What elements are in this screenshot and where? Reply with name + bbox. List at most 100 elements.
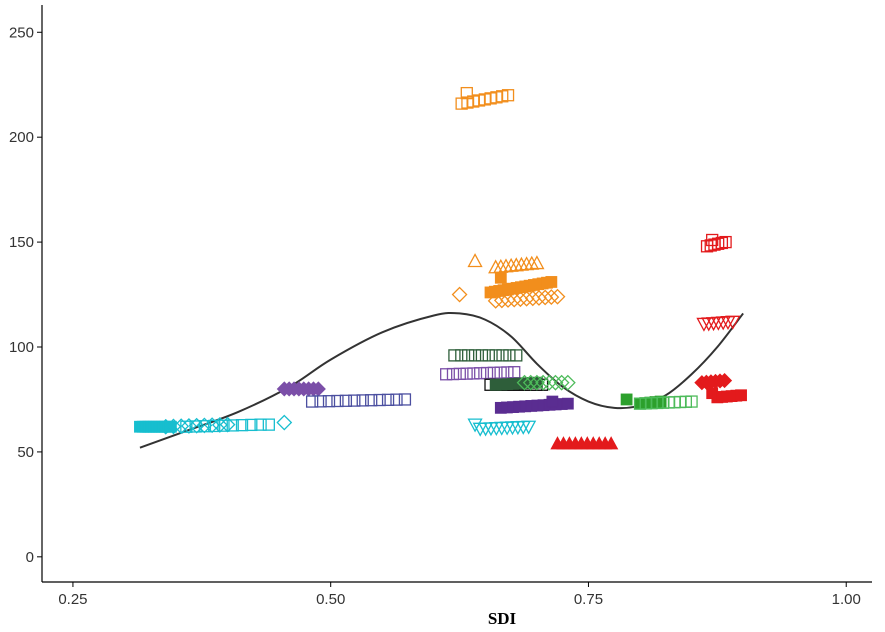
data-point — [226, 419, 239, 432]
data-point — [494, 366, 507, 379]
data-point — [528, 374, 545, 391]
data-point — [501, 366, 514, 379]
axes — [41, 5, 872, 583]
data-point — [462, 349, 475, 362]
data-point — [254, 418, 267, 431]
data-point — [715, 236, 729, 250]
data-point — [493, 292, 510, 309]
x-ticks: 0.25 0.50 0.75 1.00 — [58, 582, 861, 608]
data-point — [180, 420, 193, 433]
data-point — [620, 393, 633, 406]
data-point — [467, 367, 480, 380]
data-point — [467, 418, 483, 433]
y-tick-label: 100 — [9, 339, 34, 356]
data-point — [529, 255, 545, 270]
data-points — [134, 86, 747, 450]
data-point — [204, 417, 221, 434]
data-point — [559, 374, 576, 391]
data-point — [468, 349, 482, 362]
y-ticks: 0 50 100 150 200 250 — [9, 24, 42, 566]
data-point — [549, 288, 566, 305]
data-point — [356, 394, 369, 407]
data-point — [373, 393, 386, 407]
y-tick-label: 0 — [26, 549, 34, 566]
data-point — [365, 394, 378, 407]
data-point — [508, 366, 521, 379]
data-point — [547, 374, 564, 391]
data-point — [262, 418, 275, 431]
data-point — [480, 366, 494, 380]
data-point — [545, 276, 558, 288]
data-point — [348, 394, 361, 407]
data-point — [482, 349, 495, 362]
data-point — [331, 394, 344, 408]
data-point — [503, 349, 516, 362]
data-point — [173, 418, 190, 435]
data-point — [500, 292, 516, 308]
data-point — [553, 374, 570, 391]
data-point — [494, 271, 507, 284]
data-point — [339, 394, 353, 407]
data-point — [561, 397, 574, 410]
data-point — [522, 374, 539, 391]
data-point — [467, 253, 483, 268]
data-point — [390, 393, 403, 406]
data-point — [501, 89, 515, 102]
data-point — [546, 395, 559, 408]
data-point — [460, 86, 473, 100]
data-point — [446, 367, 460, 381]
data-point — [165, 418, 182, 435]
data-point — [198, 420, 212, 433]
data-point — [719, 235, 732, 249]
data-point — [398, 393, 412, 406]
y-tick-label: 50 — [17, 444, 34, 461]
x-tick-label: 1.00 — [832, 591, 861, 608]
data-point — [516, 374, 533, 391]
data-point — [181, 418, 197, 434]
data-point — [453, 367, 466, 381]
y-tick-label: 250 — [9, 24, 34, 41]
data-point — [381, 393, 395, 406]
data-point — [510, 349, 523, 362]
data-point — [157, 418, 174, 435]
data-point — [603, 436, 619, 450]
data-point — [535, 374, 552, 391]
data-point — [189, 420, 202, 433]
data-point — [506, 291, 523, 308]
data-point — [217, 419, 230, 432]
data-point — [518, 290, 535, 307]
data-point — [654, 395, 667, 408]
data-point — [524, 290, 541, 307]
data-point — [460, 367, 473, 380]
data-point — [512, 291, 529, 308]
data-point — [541, 374, 558, 391]
data-point — [487, 366, 500, 379]
data-point — [716, 373, 733, 389]
data-point — [543, 289, 560, 305]
data-point — [735, 389, 747, 402]
data-point — [496, 349, 509, 362]
data-point — [475, 349, 489, 362]
data-point — [685, 395, 698, 408]
x-tick-label: 0.75 — [574, 591, 603, 608]
data-point — [305, 395, 319, 408]
x-tick-label: 0.50 — [316, 591, 345, 608]
data-point — [725, 315, 741, 330]
data-point — [245, 418, 258, 432]
data-point — [448, 349, 461, 362]
data-point — [276, 414, 293, 431]
data-point — [521, 420, 537, 435]
data-point — [208, 419, 221, 433]
data-point — [314, 395, 327, 408]
y-tick-label: 150 — [9, 234, 34, 251]
x-tick-label: 0.25 — [58, 591, 87, 608]
data-point — [440, 368, 453, 381]
data-point — [706, 233, 719, 247]
data-point — [455, 349, 468, 362]
data-point — [474, 367, 487, 380]
data-point — [537, 289, 554, 306]
x-axis-title: SDI — [488, 609, 517, 628]
data-point — [531, 289, 547, 306]
data-point — [235, 419, 249, 432]
